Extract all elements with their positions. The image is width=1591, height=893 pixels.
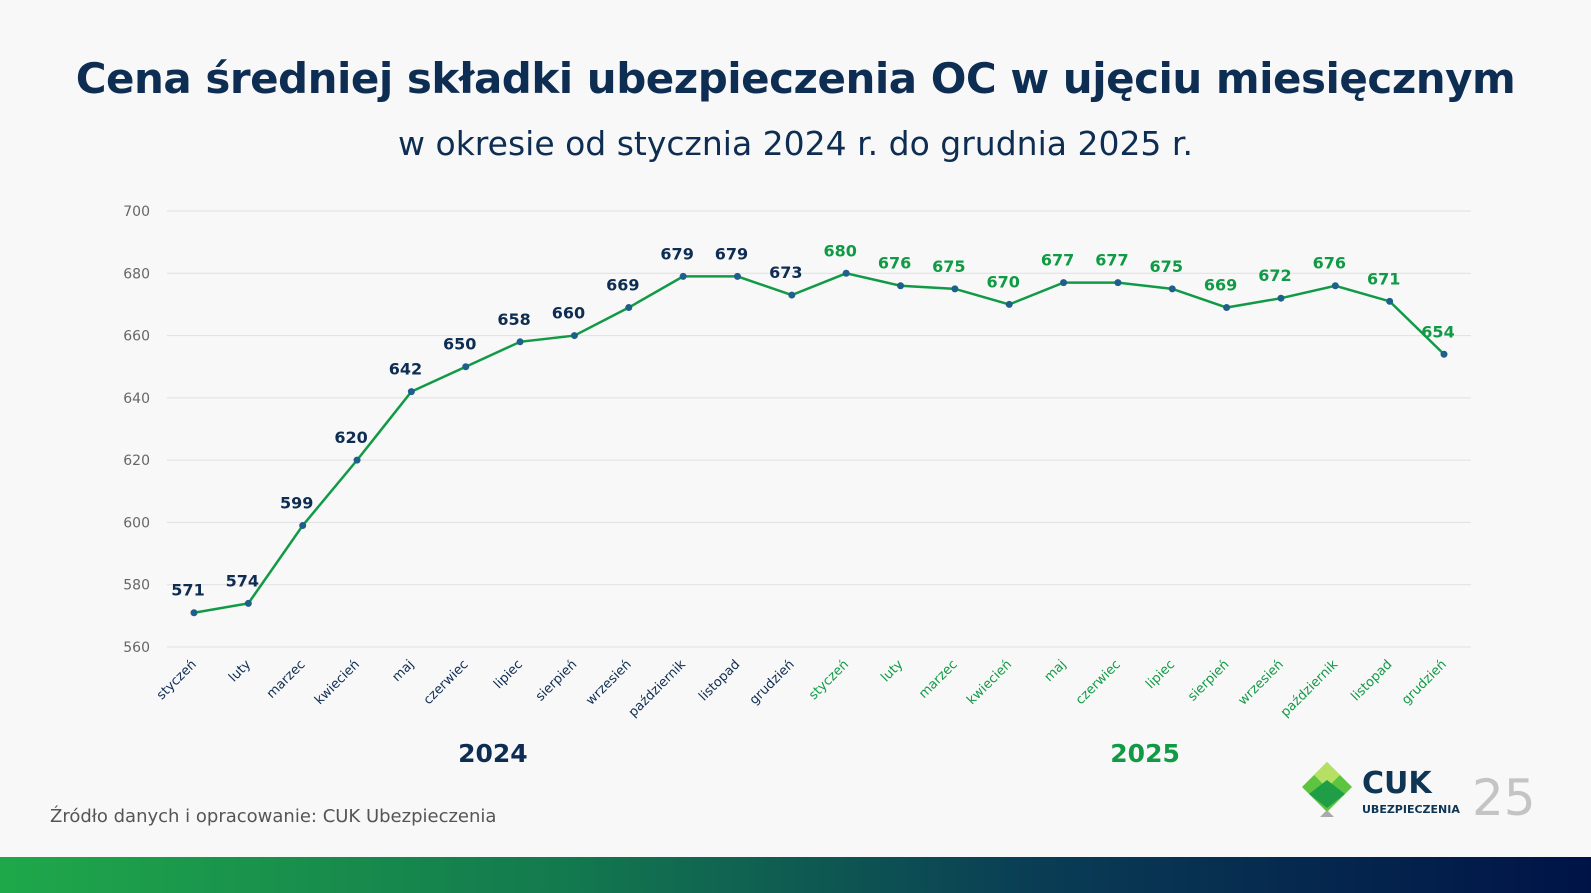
y-tick-label: 680 <box>123 266 150 282</box>
data-point <box>299 522 307 530</box>
data-label: 673 <box>769 263 802 282</box>
cuk-logo: CUK UBEZPIECZENIA 25 <box>1302 762 1536 827</box>
data-point <box>1060 279 1068 287</box>
data-label: 672 <box>1258 266 1291 285</box>
data-label: 642 <box>389 360 422 379</box>
data-point <box>1005 300 1013 308</box>
data-point <box>190 609 198 617</box>
data-label: 679 <box>660 244 693 263</box>
chart-subtitle: w okresie od stycznia 2024 r. do grudnia… <box>398 124 1193 163</box>
x-tick-label: luty <box>878 657 906 685</box>
data-point <box>1168 285 1176 293</box>
data-point <box>897 282 905 290</box>
logo-years: 25 <box>1472 769 1536 827</box>
y-tick-label: 560 <box>123 640 150 656</box>
data-label: 676 <box>1313 254 1346 273</box>
x-tick-label: styczeń <box>154 657 200 703</box>
data-point <box>1331 282 1339 290</box>
data-label: 675 <box>1150 257 1183 276</box>
data-point <box>788 291 796 299</box>
data-point <box>951 285 959 293</box>
source-note: Źródło danych i opracowanie: CUK Ubezpie… <box>50 806 497 827</box>
y-tick-label: 620 <box>123 453 150 469</box>
data-label: 676 <box>878 254 911 273</box>
x-tick-label: październik <box>1278 657 1341 720</box>
data-point <box>1277 294 1285 302</box>
x-tick-label: czerwiec <box>1073 657 1124 708</box>
data-point <box>1440 350 1448 358</box>
x-tick-label: marzec <box>264 657 309 702</box>
x-tick-label: lipiec <box>1143 657 1178 692</box>
data-label: 677 <box>1041 251 1074 270</box>
year-group-label: 2024 <box>458 739 528 768</box>
x-tick-label: listopad <box>696 657 743 704</box>
data-point <box>407 388 415 396</box>
footer-gradient-bar <box>0 857 1591 893</box>
data-label: 677 <box>1095 251 1128 270</box>
chart-title: Cena średniej składki ubezpieczenia OC w… <box>75 54 1516 103</box>
series-line <box>193 271 1445 614</box>
data-point <box>244 599 252 607</box>
logo-text: CUK <box>1362 766 1433 801</box>
data-label: 669 <box>1204 276 1237 295</box>
data-point <box>570 332 578 340</box>
data-label: 654 <box>1421 322 1454 341</box>
data-point <box>1114 279 1122 287</box>
x-tick-label: grudzień <box>747 657 798 708</box>
x-tick-label: wrzesień <box>583 657 634 708</box>
x-tick-label: luty <box>226 657 254 685</box>
data-point <box>679 272 687 280</box>
x-tick-label: wrzesień <box>1236 657 1287 708</box>
logo-subtext: UBEZPIECZENIA <box>1362 803 1460 816</box>
data-label: 574 <box>226 571 259 590</box>
x-tick-label: sierpień <box>1185 657 1232 704</box>
x-tick-label: maj <box>389 657 417 685</box>
x-tick-label: maj <box>1042 657 1070 685</box>
data-point <box>353 456 361 464</box>
data-label: 620 <box>334 428 367 447</box>
x-tick-label: kwiecień <box>964 657 1015 708</box>
data-label: 675 <box>932 257 965 276</box>
data-label: 650 <box>443 335 476 354</box>
data-label: 571 <box>171 581 204 600</box>
data-label: 680 <box>823 241 856 260</box>
data-point <box>1223 304 1231 312</box>
data-label: 671 <box>1367 269 1400 288</box>
x-tick-label: styczeń <box>806 657 852 703</box>
y-tick-label: 600 <box>123 515 150 531</box>
data-label: 658 <box>497 310 530 329</box>
y-tick-label: 660 <box>123 329 150 345</box>
data-label: 660 <box>552 304 585 323</box>
data-point <box>516 338 524 346</box>
x-tick-label: grudzień <box>1399 657 1450 708</box>
data-label: 599 <box>280 494 313 513</box>
line-chart: 560 580 600 620 640 660 680 700 571 styczeń 574 lut… <box>123 204 1471 768</box>
x-tick-label: lipiec <box>491 657 526 692</box>
y-tick-label: 580 <box>123 578 150 594</box>
data-point <box>842 269 850 277</box>
x-tick-label: sierpień <box>533 657 580 704</box>
data-point <box>1386 297 1394 305</box>
data-label: 669 <box>606 276 639 295</box>
x-tick-label: listopad <box>1348 657 1395 704</box>
diamond-logo-icon <box>1302 762 1352 817</box>
data-point <box>625 304 633 312</box>
y-tick-label: 640 <box>123 391 150 407</box>
data-point <box>462 363 470 371</box>
y-tick-label: 700 <box>123 204 150 220</box>
data-point <box>733 272 741 280</box>
data-label: 670 <box>987 272 1020 291</box>
year-group-label: 2025 <box>1110 739 1180 768</box>
data-label: 679 <box>715 244 748 263</box>
x-tick-label: październik <box>626 657 689 720</box>
x-tick-label: czerwiec <box>421 657 472 708</box>
x-tick-label: kwiecień <box>312 657 363 708</box>
x-tick-label: marzec <box>916 657 961 702</box>
